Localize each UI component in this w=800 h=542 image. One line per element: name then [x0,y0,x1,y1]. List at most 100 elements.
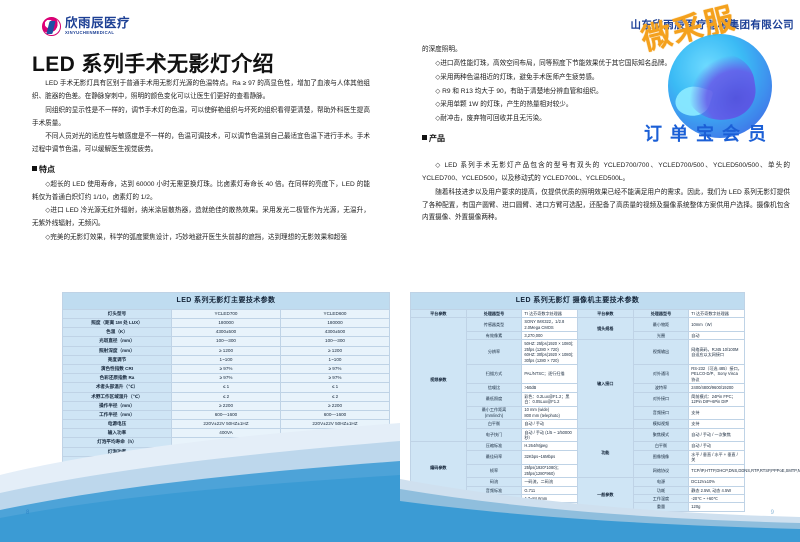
spec-row-label: 术者头部温升（℃） [62,382,172,393]
logo-text: 欣雨辰医疗 XINYUCHENMEDICAL [65,17,130,35]
cam-key: 图像镜像 [632,449,690,465]
table-row: 最低照度 彩色：0.2Lux@F1.2；黑白：0.05Lux@F1.2 对外接口… [411,391,745,407]
features-heading-label: 特点 [39,165,55,175]
table-row: 扫描方式 PAL/NTSC；逐行扫描 对外通讯 RS-232（可选 485）接口… [411,364,745,385]
feature-item: ◇进口 LED 冷光源无红外辐射，纳米涂层散热器，造就绝佳的散热效果。采用发光二… [32,207,370,228]
spec-row-value: 1~100 [171,354,281,365]
cam-key: 压缩标准 [465,441,523,451]
right-product-text: ◇ LED 系列手术无影灯产品包含的型号有双头的 YCLED700/700、YC… [422,160,790,226]
cam-key: 音频标准 [465,485,523,495]
table-row: 灯泡平均寿命（h） ≥ 60000 ≥ 60000 [62,437,390,448]
cam-group-name: 镜头规格 [576,317,634,341]
camera-table-container: LED 系列无影灯 摄像机主要技术参数 平台参数 处理器型号 TI 达芬奇数字处… [410,292,800,529]
cam-key: 重量 [632,502,690,512]
camera-table: LED 系列无影灯 摄像机主要技术参数 平台参数 处理器型号 TI 达芬奇数字处… [410,292,800,529]
spec-table: LED 系列无影灯主要技术参数 灯头型号 YCLED700 YCLED600 照… [62,292,390,467]
spec-row-value: ≤ 1 [280,382,390,393]
table-row: 术者头部温升（℃） ≤ 1 ≤ 1 [62,382,390,393]
cam-value: 32Kbps~16Mbps [521,449,578,465]
cam-group-name: 镜头规格 [410,493,467,529]
spec-row-label: 电源电压 [62,419,172,430]
cam-key: 帧率 [465,463,523,479]
right-body-text: 的深度照明。 ◇进口高性能灯珠，高效空间布局，同等照度下节能效果优于其它国际知名… [422,44,722,148]
continuation-text: 的深度照明。 [422,46,462,53]
spec-row-value: 1~100 [280,354,390,365]
cam-key: 工作温度 [632,493,690,504]
table-row: 亮度调节 1~100 1~100 [62,354,390,365]
cam-value: 静态 2.5W, 动态 4.5W [688,485,745,495]
table-row: 色温（K） 4300±500 4300±500 [62,327,390,338]
page-title: LED 系列手术无影灯介绍 [32,53,275,76]
spec-row-value: 2800—3000 [280,455,390,467]
spec-row-label: 工作半径（mm） [62,409,172,421]
page-number-left: 8 [26,510,30,516]
spec-row-value: 180000 [171,317,281,329]
intro-paragraph-1: LED 手术无影灯具有区别于普通手术用无影灯光源的色温特点。Ra ≥ 97 的高… [32,80,370,100]
spec-col-model2: YCLED600 [280,308,390,320]
table-row: 信噪比 >50dB 波特率 2400/4800/9600/19200 [411,383,745,393]
square-bullet-icon [422,135,427,141]
spec-row-label: 色彩还原指数 Ra [62,373,172,384]
table-row: 工作半径（mm） 600—1600 600—1600 [62,409,390,421]
cam-value: 水平 / 垂直 / 水平 + 垂直 / 关 [688,449,745,465]
spec-row-label: 照射深度（mm） [62,345,172,356]
table-row: 照射深度（mm） ≥ 1200 ≥ 1200 [62,345,390,356]
cam-value: 自动 / 手动 (1/5 ~ 1/50000 秒） [521,427,578,443]
table-row: 有效像素 3,270,000 光圈 自动 [411,330,745,341]
table-row: 分辨率 50HZ: 25fps(1920 × 1080); 25fps (128… [411,339,745,429]
cam-key: 波特率 [632,383,690,393]
cam-value: 网络高码，RJ45 10/100M 自适应以太网接口 [688,339,745,366]
spec-row-label: 灯泡功率 [62,446,172,457]
cam-filler [577,511,634,520]
cam-value: 支持 [688,419,745,429]
table-row: 照度（距离 1M 处 LUX） 180000 180000 [62,317,390,329]
spec-row-value: 180000 [280,317,390,329]
cam-value: 自动 / 手动 [521,419,578,429]
spec-table-header-row: 灯头型号 YCLED700 YCLED600 [62,308,390,320]
product-paragraph-1: ◇ LED 系列手术无影灯产品包含的型号有双头的 YCLED700/700、YC… [422,162,790,182]
spec-row-value: 220V±22V 50HZ±1HZ [280,419,390,430]
cam-left-proc-value: TI 达芬奇数字处理器 [521,308,578,319]
logo-mark-icon [42,17,61,36]
table-row: 视频参数 传感器类型 SONY IMX322，1/2.8 2.0Mega CMO… [410,317,745,443]
cam-value: 2 秒 [521,510,578,520]
cam-value: 自动 / 手动 / 一次聚焦 [688,427,745,443]
cam-value: 4.7~84.6mm [521,493,578,504]
spec-row-value: 100—300 [280,336,390,347]
spec-row-value: 220V±22V 50HZ±1HZ [171,419,281,430]
logo-name-en: XINYUCHENMEDICAL [65,30,115,36]
features-heading: 特点 [32,162,370,178]
spec-table-title-row: LED 系列无影灯主要技术参数 [62,292,390,310]
cam-key: 最小物距 [632,317,690,332]
cam-key: 变焦速度 [465,510,523,520]
table-row: 色彩还原指数 Ra ≥ 97% ≥ 97% [62,373,390,384]
right-page: 山东欣雨辰医疗器械集团有限公司 的深度照明。 ◇进口高性能灯珠，高效空间布局，同… [400,0,800,542]
spec-row-value: ≥ 2200 [280,400,390,411]
spec-row-label: 灯泡平均寿命（h） [62,437,172,448]
feature-item: ◇ R9 和 R13 均大于 90，有助于清楚地分辨血管和组织。 [435,87,603,95]
camera-table-title: LED 系列无影灯 摄像机主要技术参数 [410,292,745,310]
camera-table-title-row: LED 系列无影灯 摄像机主要技术参数 [410,292,745,310]
cam-key: 视频输出 [632,339,690,366]
cam-key: 最低照度 [465,391,523,407]
spec-col-model1: YCLED700 [171,308,281,320]
spec-row-value: ≥ 1200 [171,345,281,356]
spec-row-value: 1W/3V [280,446,390,457]
cam-key: 白平衡 [465,419,523,429]
spec-row-value: ≥ 60000 [280,437,390,448]
feature-item: ◇耐冲击，废弃物可回收并且无污染。 [435,115,546,123]
intro-paragraph-2: 同组织的显示性是不一样的，调节手术灯的色温，可以使鲜艳组织与坏死的组织看得更清楚… [32,106,370,127]
feature-item: ◇进口高性能灯珠，高效空间布局，同等照度下节能效果优于其它国际知名品牌。 [435,59,672,67]
spec-row-value: ≤ 2 [171,391,281,402]
cam-value: PAL/NTSC；逐行扫描 [521,364,578,385]
table-row: 输入功率 400VA 400VA [62,428,390,439]
cam-value: 55.2° ~3.2°（广角 ~ 远焦） [521,518,578,529]
cam-value: 2400/4800/9600/19200 [688,383,745,393]
cam-key: 传感器类型 [465,317,523,332]
cam-key: 模拟视频 [632,419,690,429]
cam-key: 有效像素 [465,330,523,341]
cam-key: 电子快门 [465,427,523,443]
cam-key: 对外接口 [632,391,690,407]
cam-filler [633,519,689,528]
spec-row-value: 4300±500 [280,327,390,338]
